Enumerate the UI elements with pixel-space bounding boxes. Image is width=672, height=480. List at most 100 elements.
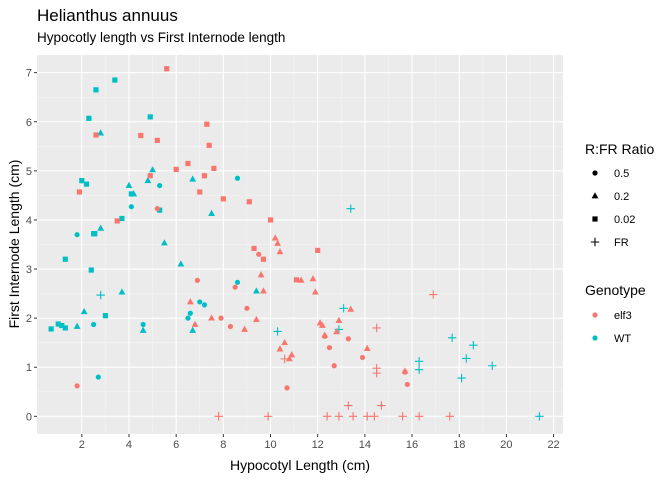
point-wt-circle — [234, 279, 241, 285]
point-wt-square — [86, 115, 92, 121]
y-tick-label: 1 — [26, 362, 32, 374]
point-elf3-plus — [372, 364, 381, 373]
x-tick-label: 12 — [312, 439, 324, 451]
legend-key-triangle — [591, 192, 599, 199]
point-wt-triangle — [125, 181, 133, 188]
point-wt-triangle — [97, 224, 105, 231]
point-elf3-triangle — [252, 315, 260, 323]
legend-label-ratio: 0.02 — [614, 214, 635, 226]
point-elf3-triangle — [285, 355, 293, 362]
point-wt-circle — [74, 232, 80, 238]
y-axis-ticks: 0 1 2 3 4 5 6 7 — [26, 68, 37, 423]
point-elf3-square — [220, 196, 226, 202]
x-axis-ticks: 2 4 6 8 10 12 14 16 18 20 22 — [79, 434, 560, 451]
legend-key-circle — [592, 170, 598, 176]
data-points — [48, 66, 544, 421]
point-elf3-triangle — [335, 316, 343, 323]
legend-key-elf3 — [592, 312, 598, 318]
point-elf3-circle — [194, 277, 200, 283]
point-wt-plus — [414, 357, 424, 366]
x-tick-label: 22 — [547, 439, 559, 451]
y-tick-label: 5 — [26, 166, 32, 178]
point-elf3-square — [260, 256, 267, 262]
point-elf3-triangle — [319, 321, 326, 328]
point-elf3-square — [185, 160, 191, 167]
point-elf3-triangle — [208, 314, 215, 321]
y-tick-label: 6 — [26, 117, 32, 129]
point-elf3-circle — [331, 363, 337, 369]
point-wt-plus — [346, 204, 355, 213]
y-tick-label: 2 — [26, 313, 32, 325]
point-wt-triangle — [252, 287, 260, 294]
x-tick-label: 16 — [406, 439, 418, 451]
point-elf3-circle — [345, 336, 351, 342]
point-wt-circle — [234, 175, 241, 181]
point-elf3-square — [138, 132, 144, 139]
point-wt-square — [59, 322, 65, 329]
point-wt-triangle — [189, 175, 197, 182]
point-wt-circle — [128, 204, 134, 210]
point-elf3-plus — [363, 412, 372, 421]
x-tick-label: 14 — [359, 439, 371, 451]
point-wt-plus — [462, 354, 471, 363]
point-elf3-circle — [154, 206, 160, 212]
point-elf3-triangle — [297, 276, 305, 283]
x-tick-label: 10 — [264, 439, 276, 451]
x-tick-label: 4 — [126, 439, 132, 451]
point-wt-square — [128, 191, 134, 197]
point-elf3-plus — [334, 412, 344, 421]
point-wt-plus — [447, 333, 457, 342]
point-elf3-triangle — [321, 331, 329, 338]
point-elf3-circle — [404, 381, 410, 388]
point-wt-circle — [185, 315, 191, 321]
legend-title-ratio: R:FR Ratio — [585, 141, 654, 157]
point-wt-circle — [157, 182, 163, 189]
legend-label-genotype: WT — [614, 333, 631, 345]
point-wt-plus — [457, 373, 466, 383]
point-elf3-circle — [359, 354, 366, 361]
point-wt-square — [102, 313, 109, 319]
point-wt-plus — [535, 412, 544, 421]
point-wt-plus — [469, 340, 478, 350]
chart-title: Helianthus annuus — [37, 6, 178, 25]
point-wt-square — [62, 256, 68, 262]
point-elf3-square — [246, 199, 252, 205]
point-elf3-triangle — [309, 275, 317, 282]
point-elf3-square — [147, 173, 153, 179]
legend-label-ratio: 0.5 — [614, 168, 629, 180]
point-elf3-triangle — [186, 298, 194, 305]
y-tick-label: 0 — [26, 411, 32, 423]
point-wt-triangle — [208, 209, 215, 216]
point-elf3-triangle — [191, 320, 199, 327]
x-tick-label: 6 — [173, 439, 179, 451]
legend-key-wt — [592, 335, 598, 341]
point-elf3-plus — [280, 354, 289, 364]
point-elf3-square — [173, 166, 179, 172]
point-elf3-plus — [414, 412, 424, 421]
point-elf3-square — [204, 121, 210, 127]
point-wt-square — [93, 87, 99, 93]
point-elf3-plus — [348, 412, 358, 421]
point-elf3-triangle — [276, 248, 284, 255]
point-elf3-circle — [256, 251, 262, 257]
point-elf3-square — [114, 218, 120, 224]
point-wt-plus — [414, 365, 424, 374]
point-wt-circle — [201, 302, 208, 308]
point-wt-triangle — [118, 288, 126, 295]
point-wt-circle — [197, 299, 203, 305]
point-elf3-square — [251, 245, 257, 252]
x-tick-label: 2 — [79, 439, 85, 451]
point-elf3-square — [93, 132, 99, 138]
point-elf3-plus — [263, 412, 273, 421]
point-elf3-circle — [232, 284, 238, 290]
point-elf3-square — [154, 137, 160, 144]
legend-key-square — [592, 216, 598, 222]
point-elf3-triangle — [333, 328, 340, 335]
point-elf3-triangle — [257, 271, 265, 278]
x-tick-label: 18 — [453, 439, 465, 451]
point-elf3-circle — [284, 385, 290, 391]
point-elf3-square — [267, 217, 274, 223]
point-elf3-circle — [244, 305, 250, 311]
point-elf3-square — [315, 247, 321, 253]
